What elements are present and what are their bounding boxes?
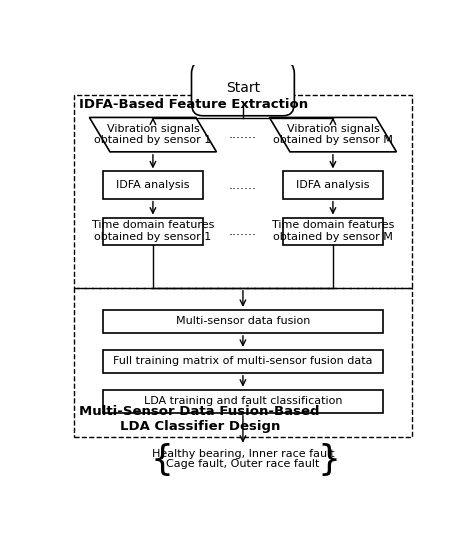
Bar bbox=[103, 390, 383, 413]
Text: .......: ....... bbox=[229, 128, 257, 141]
Text: LDA training and fault classification: LDA training and fault classification bbox=[144, 396, 342, 406]
Text: IDFA analysis: IDFA analysis bbox=[296, 180, 370, 190]
Bar bbox=[74, 288, 412, 437]
Polygon shape bbox=[90, 117, 217, 152]
Text: IDFA analysis: IDFA analysis bbox=[116, 180, 190, 190]
Text: $\{$: $\{$ bbox=[150, 440, 171, 477]
Text: Cage fault, Outer race fault: Cage fault, Outer race fault bbox=[166, 459, 319, 469]
Text: Start: Start bbox=[226, 82, 260, 95]
Text: IDFA-Based Feature Extraction: IDFA-Based Feature Extraction bbox=[80, 98, 309, 111]
Text: Vibration signals
obtained by sensor 1: Vibration signals obtained by sensor 1 bbox=[94, 124, 211, 146]
Bar bbox=[74, 95, 412, 288]
Bar bbox=[283, 217, 383, 245]
Text: Multi-sensor data fusion: Multi-sensor data fusion bbox=[176, 317, 310, 326]
Bar bbox=[103, 217, 202, 245]
Text: Time domain features
obtained by sensor 1: Time domain features obtained by sensor … bbox=[92, 220, 214, 242]
Text: Multi-Sensor Data Fusion-Based
LDA Classifier Design: Multi-Sensor Data Fusion-Based LDA Class… bbox=[80, 404, 320, 433]
FancyBboxPatch shape bbox=[191, 61, 294, 116]
Text: .......: ....... bbox=[229, 179, 257, 191]
Text: Time domain features
obtained by sensor M: Time domain features obtained by sensor … bbox=[272, 220, 394, 242]
Bar bbox=[283, 171, 383, 198]
Text: .......: ....... bbox=[229, 225, 257, 238]
Text: $\}$: $\}$ bbox=[317, 440, 337, 477]
Bar bbox=[103, 350, 383, 373]
Text: Full training matrix of multi-sensor fusion data: Full training matrix of multi-sensor fus… bbox=[113, 356, 373, 366]
Bar bbox=[103, 171, 202, 198]
Polygon shape bbox=[269, 117, 396, 152]
Bar bbox=[103, 310, 383, 333]
Text: Healthy bearing, Inner race fault: Healthy bearing, Inner race fault bbox=[152, 449, 334, 459]
Text: Vibration signals
obtained by sensor M: Vibration signals obtained by sensor M bbox=[273, 124, 393, 146]
